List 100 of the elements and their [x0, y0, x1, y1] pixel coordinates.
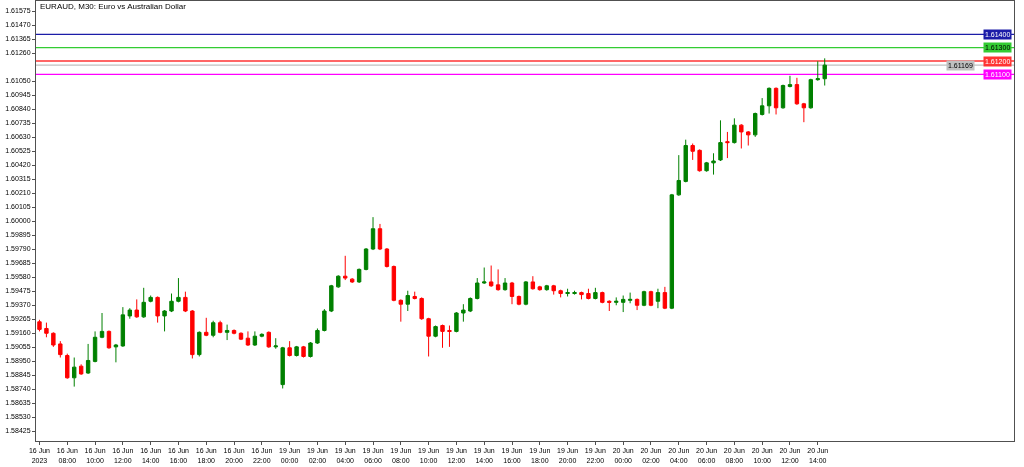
- candlestick: [308, 341, 313, 359]
- candlestick: [398, 298, 404, 323]
- candlestick: [780, 84, 786, 110]
- candlestick: [711, 152, 716, 176]
- candlestick: [169, 293, 174, 313]
- candlestick: [586, 288, 591, 300]
- candlestick: [725, 131, 730, 159]
- candlestick: [683, 139, 688, 183]
- candlestick: [51, 331, 56, 348]
- candlestick: [593, 287, 598, 300]
- candlestick: [690, 143, 695, 161]
- candlestick: [85, 343, 91, 375]
- candlestick: [516, 295, 522, 306]
- candlestick: [669, 193, 675, 310]
- candlestick: [579, 291, 584, 300]
- candlestick: [822, 57, 827, 87]
- candlestick: [329, 284, 334, 313]
- candlestick: [746, 130, 751, 147]
- candlestick: [252, 330, 258, 347]
- candlestick: [349, 277, 355, 284]
- candlestick: [266, 330, 271, 349]
- candlestick: [148, 295, 153, 303]
- candlestick: [106, 329, 112, 350]
- candlestick: [377, 223, 383, 251]
- candlestick: [280, 346, 285, 389]
- chart-title: EURAUD, M30: Euro vs Australian Dollar: [40, 1, 187, 11]
- candlestick: [287, 340, 292, 357]
- candlestick: [509, 281, 515, 305]
- candlestick: [120, 306, 126, 348]
- candlestick: [655, 288, 661, 309]
- candlestick: [44, 322, 49, 338]
- candlestick: [572, 290, 577, 296]
- candlestick: [343, 255, 348, 281]
- candlestick: [315, 327, 320, 345]
- candlestick: [565, 288, 570, 297]
- candlestick: [530, 275, 536, 291]
- candlestick: [155, 295, 160, 324]
- candlestick: [433, 325, 438, 338]
- candlestick: [141, 287, 146, 319]
- candlestick: [336, 274, 341, 289]
- candlestick: [384, 247, 390, 269]
- candlestick: [704, 161, 709, 173]
- candlestick: [391, 265, 397, 302]
- candlestick: [405, 290, 410, 312]
- candlestick: [426, 317, 431, 357]
- candlestick: [475, 277, 480, 300]
- candlestick: [634, 297, 640, 311]
- candlestick: [558, 289, 563, 298]
- candlestick: [801, 102, 807, 123]
- candlestick: [197, 330, 202, 357]
- candlestick: [495, 268, 501, 292]
- candlestick: [815, 60, 820, 82]
- candlestick: [440, 324, 445, 349]
- candlestick: [238, 331, 244, 341]
- candlestick: [662, 286, 668, 310]
- candlestick: [614, 296, 619, 306]
- candlestick: [461, 303, 466, 323]
- candlestick: [113, 343, 119, 363]
- candlestick: [245, 330, 251, 347]
- candlestick: [134, 298, 139, 319]
- candlestick: [600, 291, 605, 304]
- candlestick: [322, 308, 327, 332]
- candlestick: [607, 299, 612, 312]
- candlestick: [773, 86, 779, 115]
- candlestick: [127, 307, 133, 320]
- candlestick: [273, 337, 278, 350]
- candlestick: [523, 280, 529, 306]
- candlestick: [620, 295, 626, 313]
- candlestick: [356, 267, 362, 284]
- candlestick: [759, 97, 765, 117]
- candlestick: [739, 123, 744, 149]
- candlestick: [544, 284, 549, 292]
- candlestick: [294, 345, 299, 357]
- candlestick: [176, 277, 181, 303]
- candlestick: [211, 320, 216, 338]
- candlestick: [787, 75, 793, 88]
- candlestick: [217, 320, 223, 334]
- candlestick: [641, 290, 647, 307]
- candlestick: [468, 296, 473, 313]
- candlestick: [502, 277, 508, 292]
- candlestick: [488, 265, 494, 288]
- candlestick: [794, 77, 800, 106]
- candlestick: [37, 319, 42, 332]
- candlestick: [676, 154, 681, 197]
- candlestick: [224, 324, 230, 341]
- candlestick: [65, 353, 70, 380]
- candlestick: [78, 363, 84, 376]
- candlestick: [454, 311, 459, 333]
- candlestick: [627, 292, 633, 304]
- candlestick: [301, 345, 306, 359]
- candlestick: [732, 117, 737, 145]
- candlestick: [204, 317, 209, 337]
- candlestick: [92, 330, 98, 363]
- candlestick: [231, 328, 237, 335]
- candlestick: [370, 216, 376, 251]
- candlestick: [259, 332, 265, 338]
- candlestick: [99, 312, 105, 339]
- candlestick: [190, 309, 195, 359]
- candlestick: [58, 340, 63, 359]
- candlestick: [72, 357, 77, 388]
